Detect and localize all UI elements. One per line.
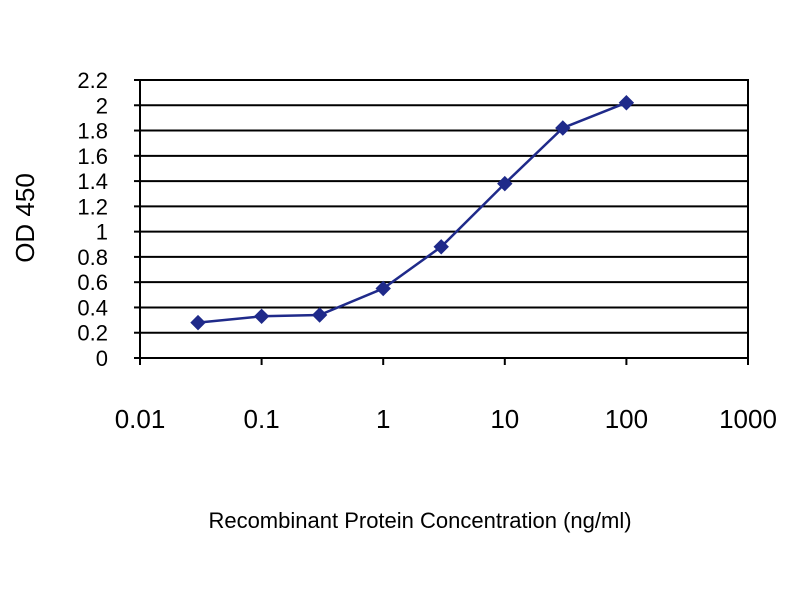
data-point-3 xyxy=(375,280,391,297)
x-tick-label-3: 10 xyxy=(490,404,519,434)
data-point-1 xyxy=(253,308,270,325)
x-axis-title: Recombinant Protein Concentration (ng/ml… xyxy=(208,508,631,533)
y-tick-label-4: 0.8 xyxy=(77,245,108,270)
grid xyxy=(140,79,748,359)
y-tick-label-2: 0.4 xyxy=(77,295,108,320)
data-point-5 xyxy=(497,175,513,192)
series xyxy=(190,95,635,331)
y-tick-label-7: 1.4 xyxy=(77,169,108,194)
data-point-7 xyxy=(618,95,635,111)
y-tick-label-6: 1.2 xyxy=(77,194,108,219)
y-tick-label-5: 1 xyxy=(96,220,108,245)
y-tick-label-9: 1.8 xyxy=(77,119,108,144)
y-tick-label-8: 1.6 xyxy=(77,144,108,169)
y-tick-label-11: 2.2 xyxy=(77,68,108,93)
x-tick-label-1: 0.1 xyxy=(244,404,280,434)
x-tick-label-2: 1 xyxy=(376,404,390,434)
x-tick-label-0: 0.01 xyxy=(115,404,166,434)
x-axis: 0.01 0.1 1 10 100 1000 xyxy=(115,358,777,434)
data-point-0 xyxy=(190,314,206,331)
y-axis-title: OD 450 xyxy=(10,173,40,263)
data-point-2 xyxy=(311,307,328,323)
series-line-0 xyxy=(197,101,627,324)
data-point-6 xyxy=(555,120,571,136)
y-tick-label-0: 0 xyxy=(96,346,108,371)
y-axis: 00.20.40.60.811.21.41.61.822.2 xyxy=(77,68,140,371)
data-point-4 xyxy=(433,239,449,255)
x-tick-label-4: 100 xyxy=(605,404,648,434)
y-tick-label-3: 0.6 xyxy=(77,270,108,295)
plot-frame xyxy=(139,79,749,359)
y-tick-label-1: 0.2 xyxy=(77,321,108,346)
y-tick-label-10: 2 xyxy=(96,93,108,118)
x-tick-label-5: 1000 xyxy=(719,404,777,434)
